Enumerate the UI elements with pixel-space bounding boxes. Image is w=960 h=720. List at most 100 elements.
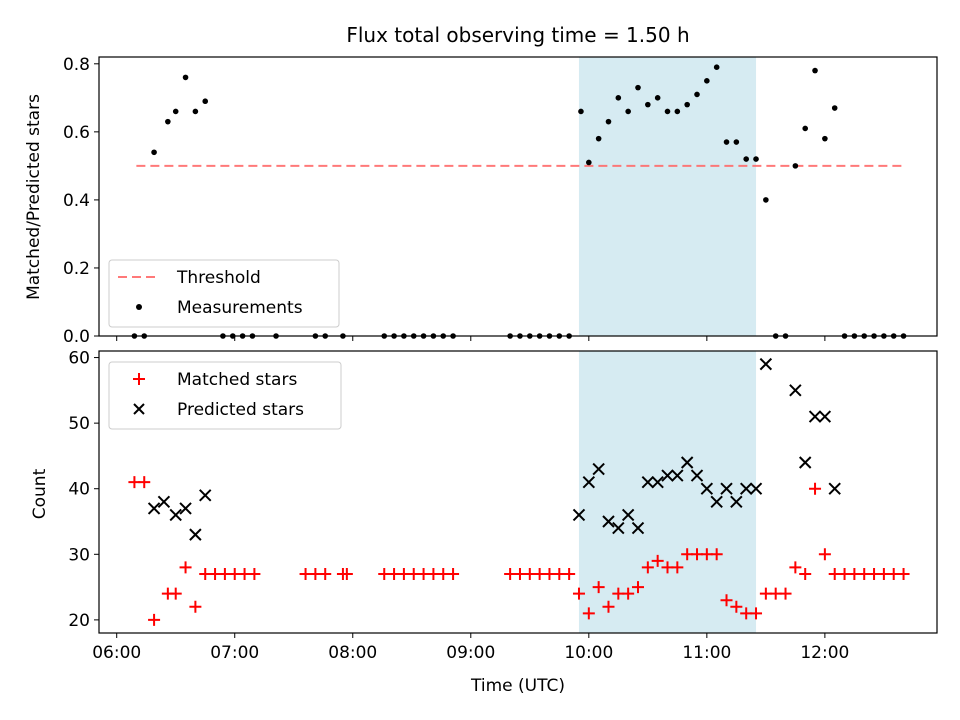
y-tick-label: 0.2 (63, 259, 90, 279)
predicted-star-point (818, 410, 832, 423)
measurement-point (684, 101, 690, 108)
y-tick-label: 20 (68, 611, 90, 631)
matched-star-points (128, 476, 910, 626)
measurement-point (664, 108, 671, 115)
predicted-star-point (651, 475, 664, 489)
matched-star-point (340, 567, 353, 580)
matched-star-point (179, 561, 192, 574)
counts-legend: Matched stars Predicted stars (108, 361, 342, 430)
predicted-star-point (671, 469, 684, 482)
measurement-point (615, 95, 622, 101)
legend-matched-label: Matched stars (177, 370, 297, 390)
matched-star-point (248, 567, 261, 580)
matched-star-point (582, 607, 595, 620)
matched-star-point (897, 567, 910, 580)
predicted-star-point (700, 482, 714, 495)
ratio-x-ticks (116, 336, 826, 341)
measurement-point (595, 135, 602, 142)
counts-panel: 20 30 40 50 60 06:00 07:00 08:00 09:00 10:00 11:0… (30, 349, 938, 696)
matched-star-point (651, 554, 664, 567)
measurement-point (165, 118, 171, 125)
measurement-point (704, 78, 710, 84)
predicted-star-point (739, 482, 753, 495)
measurement-point (694, 91, 700, 98)
counts-y-axis-label: Count (30, 468, 50, 519)
measurement-point (713, 64, 720, 71)
predicted-star-point (798, 456, 812, 469)
measurement-point (802, 125, 809, 132)
measurement-point (625, 108, 631, 115)
predicted-star-point (602, 515, 615, 528)
matched-star-point (148, 613, 161, 626)
predicted-star-point (759, 357, 773, 371)
predicted-star-point (828, 482, 841, 495)
matched-star-point (779, 587, 792, 600)
legend-matched-swatch (133, 373, 145, 385)
legend-predicted-swatch (133, 403, 145, 415)
measurement-point (792, 163, 799, 169)
predicted-star-point (612, 521, 625, 535)
counts-legend-box (108, 361, 342, 430)
counts-y-ticks: 20 30 40 50 60 (68, 349, 99, 631)
measurement-point (151, 149, 157, 156)
legend-predicted-label: Predicted stars (177, 400, 304, 420)
measurement-point (645, 101, 651, 108)
matched-star-point (641, 561, 654, 574)
matched-star-point (799, 567, 812, 580)
measurement-point (578, 108, 584, 115)
measurement-point (202, 98, 209, 105)
matched-star-point (189, 600, 202, 613)
matched-star-point (809, 482, 822, 495)
counts-highlight-band (578, 351, 757, 633)
predicted-star-point (169, 508, 182, 522)
predicted-star-point (179, 502, 192, 515)
y-tick-label: 0.6 (63, 123, 90, 143)
x-tick-label: 07:00 (210, 643, 259, 663)
matched-star-point (563, 567, 576, 580)
ratio-y-axis-label: Matched/Predicted stars (24, 94, 44, 300)
y-tick-label: 0.4 (63, 191, 90, 211)
y-tick-label: 0.8 (63, 55, 90, 75)
ratio-legend-box (108, 259, 340, 328)
predicted-star-point (631, 521, 645, 535)
measurement-point (635, 84, 641, 91)
predicted-star-point (690, 469, 704, 482)
y-tick-label: 60 (68, 349, 90, 369)
measurement-point (831, 105, 838, 111)
matched-star-point (720, 594, 733, 607)
matched-star-point (631, 581, 644, 594)
matched-star-point (319, 567, 332, 580)
counts-plot-frame (98, 350, 938, 634)
matched-star-point (710, 548, 723, 561)
matched-star-point (572, 587, 585, 600)
ratio-panel: 0.00.20.40.60.8 Matched/Predicted stars … (24, 55, 938, 347)
x-tick-label: 09:00 (446, 643, 495, 663)
matched-star-point (447, 567, 460, 580)
matched-star-point (592, 581, 605, 594)
matched-star-point (138, 476, 151, 489)
matched-star-point (789, 561, 802, 574)
measurement-point (743, 156, 749, 162)
y-tick-label: 30 (68, 545, 90, 565)
y-tick-label: 40 (68, 480, 90, 500)
predicted-star-point (730, 495, 743, 509)
legend-measurements-label: Measurements (177, 298, 303, 318)
predicted-star-point (808, 410, 822, 423)
matched-star-point (169, 587, 182, 600)
x-tick-label: 12:00 (800, 643, 849, 663)
predicted-star-point (199, 489, 212, 502)
predicted-star-point (720, 482, 733, 495)
x-tick-label: 11:00 (682, 643, 731, 663)
measurement-point (763, 197, 769, 203)
predicted-star-point (621, 508, 635, 522)
measurement-point (172, 108, 179, 115)
matched-star-point (750, 607, 763, 620)
x-axis-label: Time (UTC) (470, 676, 565, 696)
predicted-star-point (147, 502, 161, 515)
measurement-point (654, 95, 661, 101)
y-tick-label: 50 (68, 414, 90, 434)
x-tick-label: 06:00 (92, 643, 141, 663)
counts-x-ticks: 06:00 07:00 08:00 09:00 10:00 11:00 12:00 (92, 633, 849, 663)
measurement-point (182, 74, 189, 81)
